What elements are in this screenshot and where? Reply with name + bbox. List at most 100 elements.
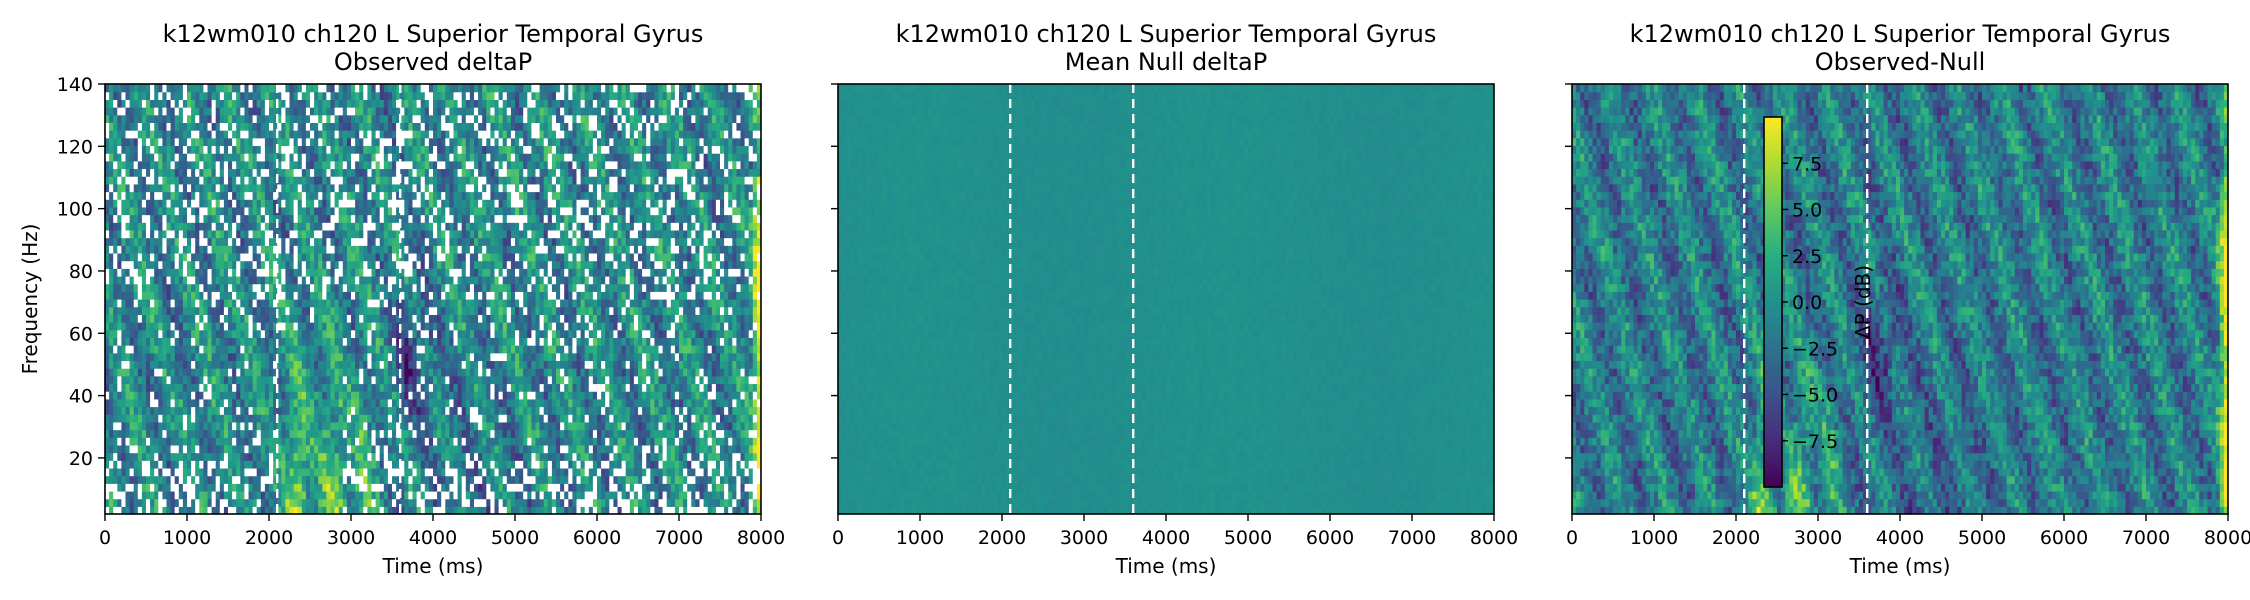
heatmap-cell bbox=[465, 368, 471, 377]
heatmap-cell bbox=[527, 360, 532, 369]
heatmap-cell bbox=[146, 283, 151, 292]
heatmap-cell bbox=[609, 429, 614, 438]
heatmap-cell bbox=[203, 490, 209, 500]
heatmap-cell bbox=[695, 460, 701, 469]
heatmap-cell bbox=[211, 314, 217, 323]
heatmap-cell bbox=[441, 391, 446, 400]
heatmap-cell bbox=[392, 329, 397, 338]
heatmap-cell bbox=[121, 414, 127, 423]
heatmap-cell bbox=[359, 375, 364, 385]
heatmap-cell bbox=[260, 506, 266, 514]
heatmap-cell bbox=[720, 329, 725, 338]
heatmap-cell bbox=[314, 467, 319, 477]
heatmap-cell bbox=[322, 345, 327, 354]
heatmap-cell bbox=[437, 429, 442, 438]
heatmap-cell bbox=[510, 360, 516, 369]
heatmap-cell bbox=[297, 414, 303, 423]
panel-title: k12wm010 ch120 L Superior Temporal Gyrus bbox=[163, 20, 704, 48]
heatmap-cell bbox=[445, 352, 450, 362]
heatmap-cell bbox=[715, 483, 721, 492]
heatmap-cell bbox=[400, 345, 405, 354]
heatmap-cell bbox=[461, 322, 467, 331]
heatmap-cell bbox=[523, 291, 528, 300]
heatmap-cell bbox=[371, 375, 377, 385]
heatmap-cell bbox=[736, 483, 742, 492]
heatmap-cell bbox=[273, 475, 278, 484]
heatmap-cell bbox=[305, 322, 311, 331]
heatmap-cell bbox=[375, 490, 381, 500]
heatmap-cell bbox=[318, 475, 323, 484]
heatmap-cell bbox=[748, 275, 754, 285]
heatmap-cell bbox=[510, 437, 516, 446]
heatmap-cell bbox=[670, 498, 676, 507]
heatmap-cell bbox=[203, 375, 209, 385]
heatmap-cell bbox=[252, 299, 258, 308]
heatmap-cell bbox=[359, 460, 364, 469]
heatmap-cell bbox=[576, 360, 582, 369]
heatmap-cell bbox=[146, 322, 151, 331]
heatmap-cell bbox=[404, 322, 409, 331]
heatmap-cell bbox=[510, 429, 516, 438]
heatmap-cell bbox=[330, 360, 336, 369]
heatmap-cell bbox=[744, 498, 750, 507]
heatmap-cell bbox=[277, 483, 282, 492]
heatmap-cell bbox=[137, 391, 143, 400]
heatmap-cell bbox=[543, 306, 549, 315]
heatmap-cell bbox=[117, 337, 122, 346]
heatmap-cell bbox=[223, 360, 229, 369]
heatmap-cell bbox=[195, 498, 200, 507]
heatmap-cell bbox=[273, 414, 278, 423]
heatmap-cell bbox=[564, 437, 569, 446]
heatmap-cell bbox=[223, 406, 229, 415]
heatmap-cell bbox=[346, 467, 352, 477]
heatmap-cell bbox=[654, 283, 660, 292]
heatmap-cell bbox=[281, 414, 286, 423]
heatmap-cell bbox=[133, 506, 139, 514]
heatmap-cell bbox=[207, 506, 213, 514]
heatmap-cell bbox=[699, 467, 705, 477]
heatmap-cell bbox=[117, 498, 122, 507]
heatmap-cell bbox=[240, 283, 245, 292]
heatmap-cell bbox=[342, 460, 348, 469]
heatmap-cell bbox=[199, 360, 204, 369]
heatmap-cell bbox=[301, 360, 307, 369]
heatmap-cell bbox=[133, 299, 139, 308]
heatmap-cell bbox=[457, 406, 463, 415]
heatmap-cell bbox=[707, 275, 713, 285]
heatmap-cell bbox=[412, 275, 418, 285]
heatmap-cell bbox=[371, 283, 377, 292]
heatmap-cell bbox=[346, 414, 352, 423]
heatmap-cell bbox=[219, 291, 225, 300]
heatmap-cell bbox=[609, 375, 614, 385]
heatmap-cell bbox=[178, 498, 184, 507]
heatmap-cell bbox=[560, 406, 565, 415]
heatmap-cell bbox=[346, 375, 352, 385]
heatmap-cell bbox=[146, 398, 151, 408]
heatmap-cell bbox=[170, 268, 176, 277]
heatmap-cell bbox=[633, 398, 639, 408]
heatmap-cell bbox=[617, 368, 623, 377]
heatmap-cell bbox=[564, 352, 569, 362]
heatmap-cell bbox=[105, 268, 110, 277]
heatmap-cell bbox=[260, 467, 266, 477]
heatmap-cell bbox=[609, 352, 614, 362]
heatmap-cell bbox=[650, 398, 655, 408]
heatmap-cell bbox=[359, 283, 364, 292]
heatmap-cell bbox=[375, 329, 381, 338]
heatmap-cell bbox=[568, 352, 573, 362]
heatmap-cell bbox=[441, 275, 446, 285]
heatmap-cell bbox=[744, 299, 750, 308]
heatmap-cell bbox=[679, 475, 684, 484]
heatmap-cell bbox=[236, 506, 241, 514]
heatmap-cell bbox=[371, 360, 377, 369]
heatmap-cell bbox=[523, 498, 528, 507]
heatmap-cell bbox=[482, 299, 487, 308]
heatmap-cell bbox=[228, 452, 233, 461]
heatmap-cell bbox=[182, 490, 188, 500]
heatmap-cell bbox=[707, 444, 713, 454]
heatmap-cell bbox=[674, 452, 680, 461]
heatmap-cell bbox=[445, 452, 450, 461]
heatmap-cell bbox=[547, 383, 553, 392]
heatmap-cell bbox=[642, 437, 647, 446]
heatmap-cell bbox=[318, 275, 323, 285]
